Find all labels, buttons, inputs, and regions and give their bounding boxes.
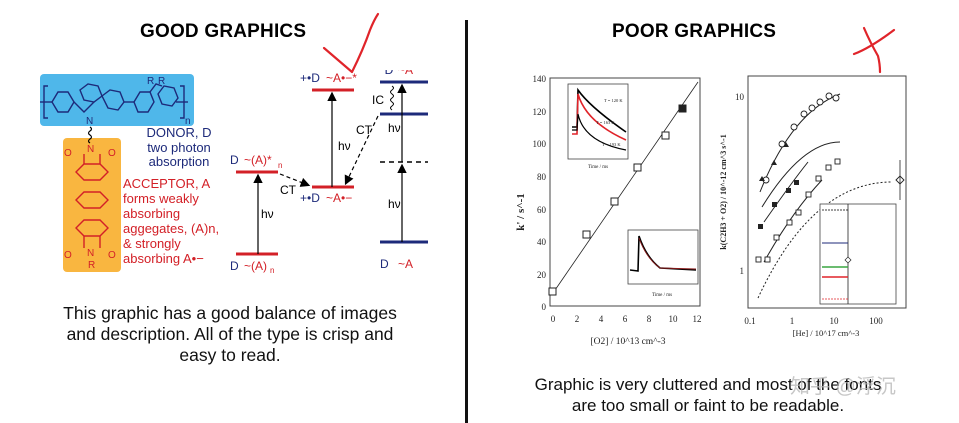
svg-text:60: 60 [537, 205, 547, 215]
svg-text:N: N [87, 144, 94, 155]
svg-text:0.1: 0.1 [744, 316, 755, 326]
svg-text:O: O [64, 148, 72, 159]
svg-text:12: 12 [693, 314, 702, 324]
svg-text:0: 0 [542, 302, 547, 312]
energy-level-diagram: hν D ~(A)* n D ~(A) n CT hν +•D ~A•−* +•… [230, 70, 428, 275]
svg-text:~A•−: ~A•− [326, 191, 352, 205]
ic-wavy-icon [390, 85, 394, 111]
svg-text:D: D [230, 259, 239, 273]
svg-text:D: D [380, 257, 389, 271]
r-substituent-1: R [147, 76, 154, 87]
donor-highlight-box [40, 74, 194, 126]
donor-acceptor-structure: R R n N O N O O N O R [40, 74, 194, 272]
svg-text:O: O [64, 250, 72, 261]
acceptor-highlight-box [63, 138, 121, 272]
svg-text:+•D: +•D [300, 191, 320, 205]
svg-text:80: 80 [537, 172, 547, 182]
svg-text:n: n [278, 161, 282, 170]
svg-text:hν: hν [261, 207, 274, 221]
poor-graphics-caption: Graphic is very cluttered and most of th… [534, 375, 882, 415]
chart-k-vs-he: 10 1 0.1 1 10 100 [He] / 10^17 cm^-3 k(C2H3 … [719, 75, 907, 338]
svg-text:hν: hν [388, 121, 401, 135]
svg-text:~A•−*: ~A•−* [326, 71, 357, 85]
svg-text:10: 10 [830, 316, 840, 326]
svg-text:1: 1 [790, 316, 795, 326]
acceptor-description: ACCEPTOR, A forms weakly absorbing aggeg… [123, 176, 220, 266]
svg-text:Time / ms: Time / ms [588, 165, 608, 170]
svg-text:4: 4 [599, 314, 604, 324]
nitrogen-label: N [86, 116, 93, 127]
svg-text:~A: ~A [398, 257, 413, 271]
watermark: 知乎 @浮沉 [790, 376, 896, 398]
svg-text:1: 1 [740, 266, 745, 276]
svg-text:CT: CT [356, 123, 373, 137]
svg-text:CT: CT [280, 183, 297, 197]
good-graphics-caption: This graphic has a good balance of image… [63, 303, 397, 365]
svg-text:~(A): ~(A) [244, 259, 267, 273]
svg-text:100: 100 [533, 139, 547, 149]
cross-mark-icon [852, 26, 896, 74]
svg-text:[O2] / 10^13 cm^-3: [O2] / 10^13 cm^-3 [590, 337, 665, 347]
check-mark-icon [322, 12, 380, 74]
svg-text:k' / s^-1: k' / s^-1 [515, 193, 527, 231]
molecule-figure: R R n N O N O O N O R [40, 72, 440, 272]
svg-text:D: D [230, 153, 239, 167]
poor-graphics-heading: POOR GRAPHICS [612, 21, 777, 42]
svg-text:20: 20 [537, 270, 547, 280]
repeat-n: n [185, 116, 191, 127]
svg-text:8: 8 [647, 314, 652, 324]
svg-text:140: 140 [533, 74, 547, 84]
svg-text:6: 6 [623, 314, 628, 324]
svg-text:120: 120 [533, 107, 547, 117]
svg-text:100: 100 [869, 316, 883, 326]
svg-text:T = 193 K: T = 193 K [602, 142, 621, 147]
svg-text:*D: *D [380, 70, 394, 77]
svg-text:N: N [87, 248, 94, 259]
svg-text:~A: ~A [398, 70, 413, 77]
svg-text:2: 2 [575, 314, 580, 324]
svg-text:O: O [108, 250, 116, 261]
svg-text:T = 120 K: T = 120 K [604, 98, 623, 103]
svg-text:n: n [270, 266, 274, 275]
chart-k-vs-o2: 140 120 100 80 60 40 20 0 0 2 4 6 8 10 12 [O2] / 1… [515, 74, 702, 347]
svg-text:10: 10 [669, 314, 679, 324]
svg-text:IC: IC [372, 93, 384, 107]
svg-text:k(C2H3 + O2) / 10^-12 cm^3 s^-: k(C2H3 + O2) / 10^-12 cm^3 s^-1 [719, 134, 728, 249]
r-substituent-bottom: R [88, 260, 95, 271]
svg-text:~(A)*: ~(A)* [244, 153, 272, 167]
r-substituent-2: R [158, 76, 165, 87]
svg-text:[He] / 10^17 cm^-3: [He] / 10^17 cm^-3 [793, 328, 860, 338]
donor-description: DONOR, D two photon absorption [146, 125, 212, 169]
good-graphics-heading: GOOD GRAPHICS [140, 21, 307, 42]
svg-text:+•D: +•D [300, 71, 320, 85]
svg-text:10: 10 [735, 92, 745, 102]
svg-text:hν: hν [388, 197, 401, 211]
svg-text:O: O [108, 148, 116, 159]
svg-text:0: 0 [551, 314, 556, 324]
svg-text:hν: hν [338, 139, 351, 153]
linker-wavy-icon [87, 126, 93, 144]
panel-divider [465, 20, 468, 423]
svg-text:T = 163 K: T = 163 K [596, 120, 615, 125]
svg-text:Time / ms: Time / ms [652, 293, 672, 298]
svg-text:40: 40 [537, 237, 547, 247]
